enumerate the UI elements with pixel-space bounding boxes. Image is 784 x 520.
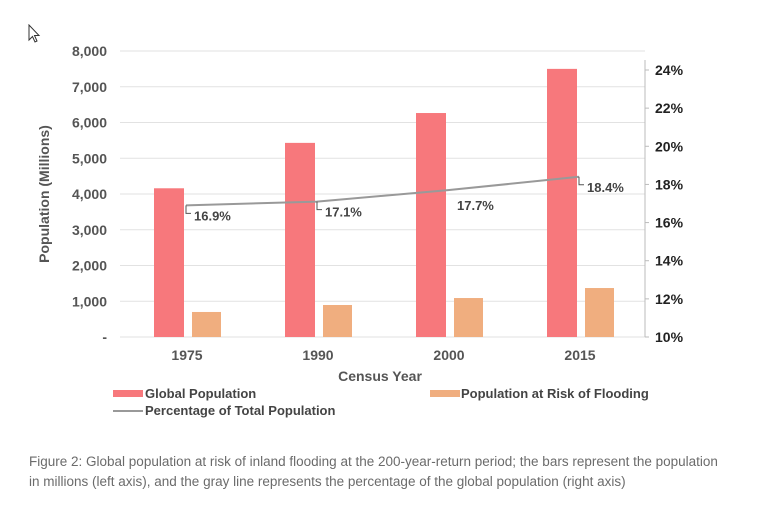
bar-risk-of-flooding [323,305,352,337]
y2-tick-label: 22% [655,100,684,116]
y-tick-label: - [102,329,107,345]
legend-swatch-global-population [113,390,143,397]
y-tick-label: 5,000 [72,150,107,166]
percentage-data-label: 17.7% [457,198,494,213]
bar-risk-of-flooding [192,311,221,337]
y2-tick-label: 12% [655,291,684,307]
percentage-data-label: 16.9% [194,208,231,223]
y-axis-label: Population (Millions) [36,125,52,263]
y-tick-label: 7,000 [72,79,107,95]
y-tick-label: 3,000 [72,222,107,238]
x-tick-label: 1990 [302,347,333,363]
x-axis-label: Census Year [338,368,422,384]
y-tick-label: 1,000 [72,293,107,309]
bar-risk-of-flooding [454,298,483,337]
legend-label-global-population: Global Population [145,386,256,401]
y2-tick-label: 14% [655,253,684,269]
y-tick-label: 4,000 [72,186,107,202]
y2-tick-label: 18% [655,176,684,192]
y2-tick-label: 24% [655,62,684,78]
x-tick-label: 1975 [171,347,202,363]
y-tick-label: 2,000 [72,258,107,274]
y-tick-label: 6,000 [72,115,107,131]
percentage-data-label: 18.4% [587,180,624,195]
bar-risk-of-flooding [585,288,614,337]
legend-label-percentage: Percentage of Total Population [145,403,336,418]
y2-tick-label: 16% [655,215,684,231]
figure-caption: Figure 2: Global population at risk of i… [29,454,718,489]
mouse-pointer-icon [28,23,42,49]
bar-global-population [416,113,446,338]
data-label-leader [316,201,322,211]
data-label-leader [185,205,191,214]
percentage-line [185,175,580,207]
x-tick-label: 2000 [433,347,464,363]
legend: Global Population Population at Risk of … [113,386,649,418]
y2-tick-label: 10% [655,329,684,345]
bar-global-population [285,142,315,337]
bar-global-population [547,68,577,337]
y2-tick-label: 20% [655,138,684,154]
chart: 16.9% 17.1% 17.7% 18.4% - 1,000 2,000 3,000 4,0… [36,43,684,418]
legend-swatch-risk-of-flooding [430,390,460,397]
x-tick-label: 2015 [564,347,595,363]
y-tick-label: 8,000 [72,43,107,59]
bar-global-population [154,188,184,337]
data-label-leader [578,176,584,186]
percentage-data-label: 17.1% [325,205,362,220]
legend-label-risk-of-flooding: Population at Risk of Flooding [461,386,649,401]
